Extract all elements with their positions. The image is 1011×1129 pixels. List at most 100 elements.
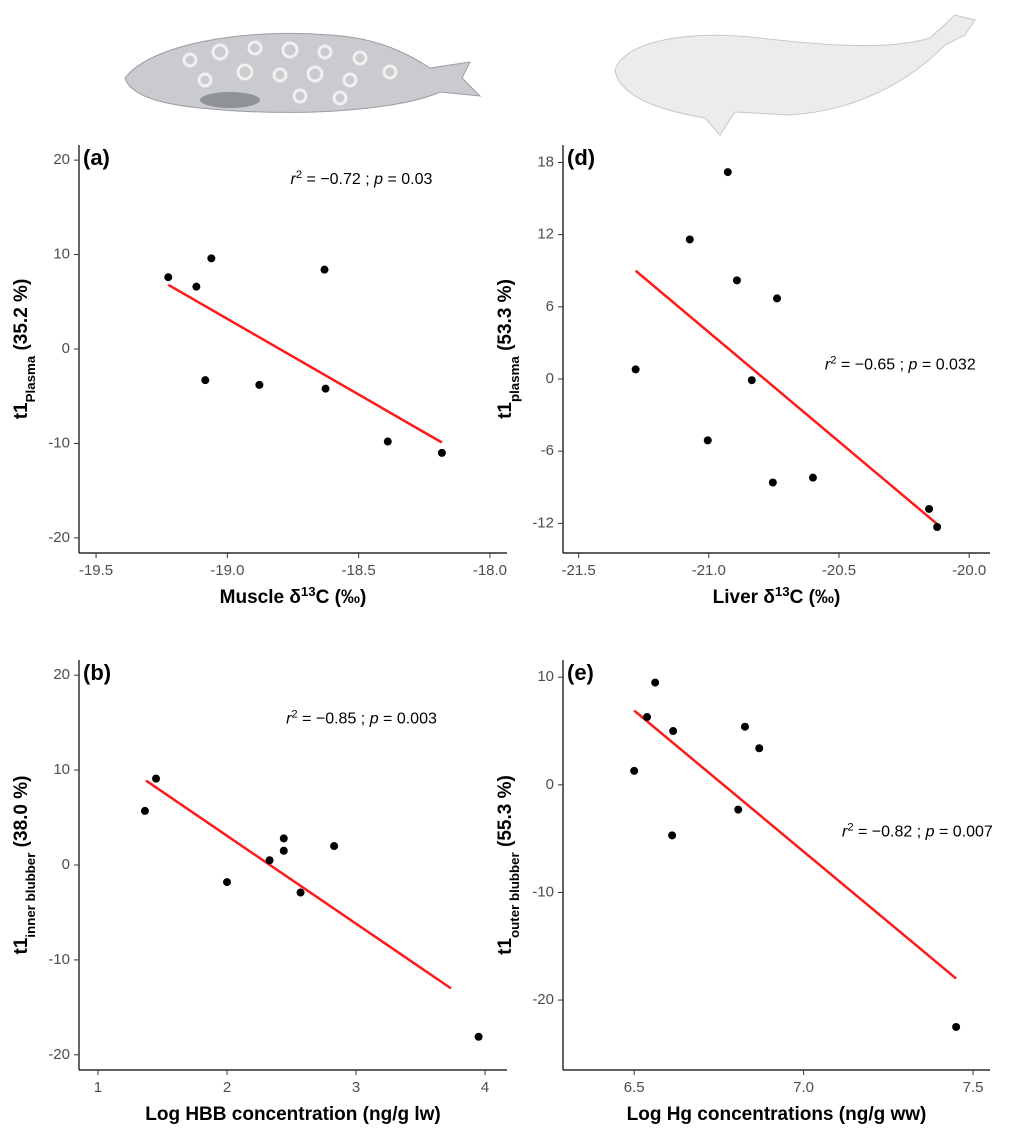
y-axis-title: t1plasma (53.3 %): [495, 279, 522, 419]
label-part: = −0.82 ;: [854, 823, 926, 840]
x-tick-label: -21.0: [692, 562, 726, 579]
x-tick-label: -20.5: [822, 562, 856, 579]
label-part: = 0.03: [383, 171, 432, 188]
data-point: [734, 805, 743, 814]
label-part: (38.0 %): [11, 776, 32, 853]
y-tick-label: 0: [546, 370, 554, 387]
label-part: = 0.007: [935, 823, 993, 840]
panel-label: (e): [567, 660, 594, 685]
label-part: = 0.032: [917, 356, 975, 373]
data-point: [383, 437, 392, 446]
label-part: t1: [495, 402, 516, 419]
label-part: 2: [296, 169, 302, 181]
data-point: [152, 774, 161, 783]
data-point: [320, 265, 329, 274]
label-part: p: [373, 171, 383, 188]
y-axis-title: t1inner blubber (38.0 %): [11, 776, 38, 955]
label-part: inner blubber: [23, 853, 38, 938]
label-part: t1: [11, 937, 32, 954]
data-point: [952, 1022, 961, 1031]
panel-label: (a): [83, 145, 110, 170]
x-tick-label: -20.0: [952, 562, 986, 579]
y-tick-label: 20: [53, 666, 70, 683]
label-part: = −0.65 ;: [836, 356, 908, 373]
panel-label: (d): [567, 145, 595, 170]
data-point: [630, 766, 639, 775]
y-tick-label: 12: [537, 226, 554, 243]
label-part: = −0.72 ;: [302, 171, 374, 188]
y-tick-label: 0: [546, 776, 554, 793]
label-part: p: [369, 711, 379, 728]
label-part: t1: [11, 402, 32, 419]
label-part: (53.3 %): [495, 279, 516, 356]
label-part: r: [286, 711, 292, 728]
data-point: [192, 282, 201, 291]
x-tick-label: -19.0: [210, 562, 244, 579]
x-tick-label: 6.5: [624, 1079, 645, 1096]
y-tick-label: 18: [537, 153, 554, 170]
data-point: [296, 888, 305, 897]
beluga-illustration: [614, 14, 976, 136]
label-part: Log HBB concentration (ng/g lw): [145, 1104, 441, 1125]
data-point: [755, 744, 764, 753]
x-tick-label: 2: [223, 1079, 231, 1096]
annotation: r2 = −0.85 ; p = 0.003: [286, 709, 437, 728]
label-part: Log Hg concentrations (ng/g ww): [627, 1104, 927, 1125]
x-tick-label: 4: [481, 1079, 489, 1096]
data-point: [223, 878, 231, 887]
label-part: = 0.003: [379, 711, 437, 728]
data-point: [437, 448, 446, 457]
y-tick-label: -10: [48, 951, 70, 968]
label-part: Muscle δ: [220, 587, 301, 608]
data-point: [669, 727, 678, 736]
data-point: [201, 376, 210, 385]
label-part: = −0.85 ;: [298, 711, 370, 728]
x-tick-label: -18.0: [473, 562, 507, 579]
fit-line: [167, 283, 443, 444]
data-point: [723, 168, 732, 177]
y-tick-label: -10: [48, 434, 70, 451]
label-part: plasma: [507, 356, 522, 402]
label-part: 2: [847, 821, 853, 833]
label-part: 13: [775, 584, 790, 599]
data-point: [140, 806, 149, 815]
data-point: [925, 504, 934, 513]
x-axis-title: Muscle δ13C (‰): [220, 584, 367, 609]
data-point: [773, 294, 782, 303]
x-tick-label: -18.5: [342, 562, 376, 579]
data-point: [207, 254, 216, 263]
label-part: Liver δ: [713, 587, 775, 608]
x-tick-label: 1: [94, 1079, 102, 1096]
y-tick-label: 20: [53, 151, 70, 168]
x-tick-label: -21.5: [562, 562, 596, 579]
annotation: r2 = −0.82 ; p = 0.007: [842, 821, 993, 840]
annotation: r2 = −0.65 ; p = 0.032: [825, 354, 976, 373]
data-point: [668, 831, 677, 840]
data-point: [474, 1032, 483, 1041]
y-tick-label: 6: [546, 298, 554, 315]
label-part: p: [908, 356, 918, 373]
data-point: [321, 384, 330, 393]
label-part: r: [291, 171, 297, 188]
x-tick-label: -19.5: [79, 562, 113, 579]
y-tick-label: 10: [53, 246, 70, 263]
label-part: C (‰): [316, 587, 367, 608]
fit-line: [145, 779, 452, 990]
data-point: [732, 276, 741, 285]
data-point: [747, 376, 756, 385]
data-point: [643, 713, 652, 722]
data-point: [164, 273, 173, 282]
x-tick-label: 3: [352, 1079, 360, 1096]
label-part: outer blubber: [507, 852, 522, 938]
label-part: 2: [291, 709, 297, 721]
data-point: [685, 235, 694, 244]
annotation: r2 = −0.72 ; p = 0.03: [291, 169, 433, 188]
label-part: (55.3 %): [495, 775, 516, 852]
data-point: [933, 523, 942, 532]
fit-line: [634, 269, 941, 527]
label-part: p: [925, 823, 935, 840]
data-point: [279, 846, 288, 855]
y-tick-label: -12: [532, 514, 554, 531]
y-tick-label: -10: [532, 883, 554, 900]
